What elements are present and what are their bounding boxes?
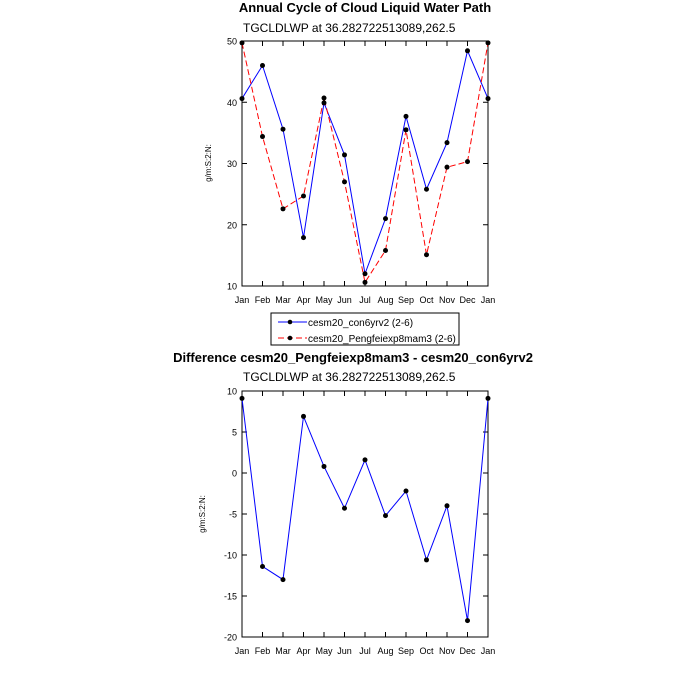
series-line-1 <box>241 49 489 276</box>
x-tick-label: Dec <box>459 646 476 656</box>
series-1-point <box>444 503 450 509</box>
series-2-point <box>239 40 245 46</box>
plot-frame <box>241 40 489 287</box>
series-1-point <box>280 126 286 132</box>
x-tick-label: Mar <box>275 295 291 305</box>
series-1-point <box>362 271 368 277</box>
x-tick-label: Jun <box>337 295 352 305</box>
chart-subtitle: TGCLDLWP at 36.282722513089,262.5 <box>243 21 456 35</box>
x-tick-label: Jul <box>359 295 371 305</box>
x-tick-label: Aug <box>377 295 393 305</box>
chart-title: Annual Cycle of Cloud Liquid Water Path <box>239 0 491 15</box>
legend-box <box>270 312 460 346</box>
x-tick-label: Jul <box>359 646 371 656</box>
series-2-point <box>321 95 327 101</box>
x-tick-label: Apr <box>296 295 310 305</box>
x-tick-label: Jan <box>481 295 496 305</box>
series-2-point <box>424 252 429 258</box>
series-1-point <box>424 186 429 192</box>
chart-title: Difference cesm20_Pengfeiexp8mam3 - cesm… <box>173 350 533 365</box>
y-axis-label: g/m:S:2:N: <box>204 144 213 182</box>
series-2-point <box>301 193 306 199</box>
x-tick-label: May <box>315 295 333 305</box>
y-tick-label: 40 <box>227 98 237 108</box>
series-1-point <box>424 557 429 563</box>
series-1-point <box>301 413 306 419</box>
y-tick-label: 5 <box>232 428 237 438</box>
x-tick-label: Feb <box>255 646 271 656</box>
x-tick-label: Jun <box>337 646 352 656</box>
x-tick-label: Mar <box>275 646 291 656</box>
series-line-2 <box>241 42 489 284</box>
series-1-point <box>342 505 347 511</box>
series-2-point <box>280 206 286 212</box>
series-1-point <box>239 96 245 102</box>
series-1-point <box>465 618 470 624</box>
legend-label-series-2: cesm20_Pengfeiexp8mam3 (2-6) <box>308 334 456 345</box>
series-2-point <box>342 179 347 185</box>
series-1-point <box>444 140 450 146</box>
series-2-point <box>485 40 491 46</box>
legend-marker-series-2 <box>287 335 293 341</box>
x-tick-label: Sep <box>398 646 414 656</box>
y-tick-label: 10 <box>227 387 237 397</box>
series-1-point <box>403 113 409 119</box>
series-1-point <box>465 48 470 54</box>
plot-frame <box>241 390 489 638</box>
series-1-point <box>321 463 327 469</box>
series-1-point <box>383 216 388 222</box>
y-tick-label: 10 <box>227 282 237 292</box>
y-tick-label: 30 <box>227 159 237 169</box>
x-tick-label: Sep <box>398 295 414 305</box>
y-tick-label: 0 <box>232 469 237 479</box>
x-tick-label: May <box>315 646 333 656</box>
series-1-point <box>260 63 265 68</box>
series-1-point <box>239 395 245 401</box>
x-tick-label: Apr <box>296 646 310 656</box>
series-1-point <box>260 563 265 569</box>
series-1-point <box>301 235 306 241</box>
y-tick-label: -20 <box>224 633 237 643</box>
x-tick-label: Jan <box>235 295 250 305</box>
y-axis-label: g/m:S:2:N: <box>198 495 207 533</box>
series-1-point <box>362 457 368 463</box>
x-tick-label: Dec <box>459 295 476 305</box>
series-2-point <box>383 247 388 253</box>
series-1-point <box>485 395 491 401</box>
x-tick-label: Oct <box>419 295 434 305</box>
chart-subtitle: TGCLDLWP at 36.282722513089,262.5 <box>243 370 456 384</box>
series-1-point <box>383 513 388 519</box>
x-tick-label: Jan <box>235 646 250 656</box>
series-1-point <box>403 488 409 494</box>
legend-marker-series-1 <box>287 319 293 325</box>
y-tick-label: -5 <box>229 510 237 520</box>
legend: cesm20_con6yrv2 (2-6) cesm20_Pengfeiexp8… <box>270 312 460 346</box>
series-2-point <box>260 134 265 140</box>
chart-annual-cycle: Annual Cycle of Cloud Liquid Water Path … <box>204 0 496 346</box>
legend-label-series-1: cesm20_con6yrv2 (2-6) <box>308 318 413 329</box>
x-tick-label: Nov <box>439 295 456 305</box>
series-2-point <box>403 127 409 133</box>
series-2-point <box>444 164 450 170</box>
y-tick-label: -15 <box>224 592 237 602</box>
x-tick-label: Feb <box>255 295 271 305</box>
x-tick-label: Oct <box>419 646 434 656</box>
series-1-point <box>280 577 286 583</box>
x-tick-label: Nov <box>439 646 456 656</box>
series-1-point <box>485 96 491 102</box>
series-1-point <box>342 152 347 158</box>
chart-difference: Difference cesm20_Pengfeiexp8mam3 - cesm… <box>173 350 533 656</box>
series-line-1 <box>241 398 489 621</box>
x-tick-label: Jan <box>481 646 496 656</box>
y-tick-label: 50 <box>227 37 237 47</box>
x-tick-label: Aug <box>377 646 393 656</box>
series-2-point <box>465 159 470 165</box>
y-tick-label: 20 <box>227 220 237 230</box>
series-1-point <box>321 100 327 106</box>
series-2-point <box>362 279 368 285</box>
y-tick-label: -10 <box>224 551 237 561</box>
